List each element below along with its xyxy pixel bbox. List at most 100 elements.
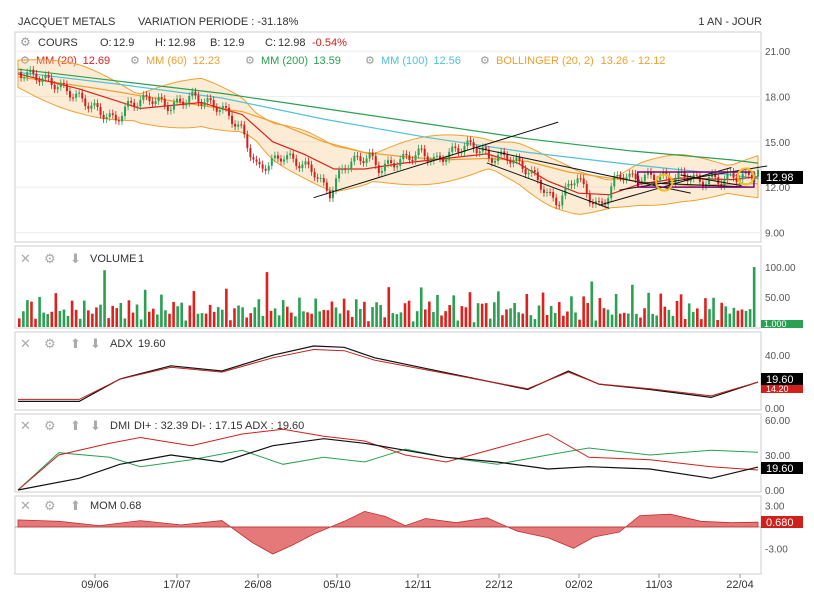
candle-body — [497, 154, 500, 161]
volume-bar — [58, 310, 62, 327]
gear-icon[interactable]: ⚙ — [44, 336, 56, 351]
candle-body — [460, 152, 463, 154]
volume-bar — [501, 315, 504, 327]
volume-bar — [354, 299, 358, 327]
volume-bar — [541, 292, 545, 327]
volume-bar — [488, 318, 492, 327]
candle-body — [555, 197, 558, 206]
mom-panel-frame — [14, 495, 762, 575]
arrow-up-icon[interactable]: ⬆ — [70, 498, 81, 513]
trendline — [476, 147, 691, 194]
volume-bar — [387, 287, 391, 327]
candle-body — [653, 174, 656, 181]
arrow-down-icon[interactable]: ⬇ — [70, 251, 81, 266]
candle-body — [512, 160, 515, 164]
arrow-up-icon[interactable]: ⬆ — [70, 418, 81, 433]
candle-body — [127, 101, 130, 107]
candle-body — [371, 152, 374, 157]
candle-body — [442, 158, 445, 162]
volume-bar — [95, 307, 98, 327]
volume-bar — [379, 304, 382, 327]
candle-body — [567, 183, 570, 187]
price-y-tick: 15.00 — [765, 138, 790, 149]
volume-bar — [432, 311, 435, 327]
ohlc-value: 12.98 — [278, 37, 306, 49]
volume-bar — [233, 308, 236, 327]
close-icon[interactable]: ✕ — [20, 251, 31, 266]
gear-icon[interactable]: ⚙ — [44, 418, 56, 433]
candle-body — [469, 140, 472, 143]
candle-body — [708, 177, 711, 185]
last-price-value: 12.98 — [766, 172, 794, 184]
close-icon[interactable]: ✕ — [20, 418, 31, 433]
volume-y-tick: 50.00 — [765, 293, 790, 304]
highlight-circle — [736, 167, 755, 186]
volume-bar — [635, 313, 638, 327]
volume-bar — [570, 296, 573, 327]
volume-bar — [229, 320, 232, 327]
candle-body — [506, 154, 509, 161]
candle-body — [561, 195, 564, 206]
candle-body — [637, 179, 640, 184]
candle-body — [191, 91, 194, 97]
candle-body — [524, 168, 527, 175]
volume-bar — [34, 318, 37, 327]
ohlc-value: 12.98 — [168, 37, 196, 49]
volume-bar — [66, 315, 70, 327]
candle-body — [179, 98, 182, 102]
gear-icon[interactable]: ⚙ — [44, 251, 56, 266]
candle-body — [188, 96, 191, 104]
candle-body — [591, 202, 594, 205]
candle-body — [490, 158, 493, 163]
candle-body — [20, 72, 23, 78]
close-icon[interactable]: ✕ — [20, 336, 31, 351]
volume-bar — [716, 319, 719, 327]
volume-bar — [367, 321, 370, 327]
dmi-y-tick: 30.00 — [765, 451, 790, 462]
candle-body — [117, 120, 120, 122]
volume-bar — [359, 309, 362, 327]
volume-bar — [704, 298, 707, 327]
gear-icon: ⚙ — [365, 55, 375, 67]
candle-body — [359, 156, 362, 162]
candle-body — [649, 171, 652, 175]
volume-bar — [513, 303, 516, 327]
volume-bar — [586, 303, 589, 327]
close-icon[interactable]: ✕ — [20, 498, 31, 513]
candle-body — [304, 161, 307, 165]
price-y-tick: 12.00 — [765, 183, 790, 194]
arrow-down-icon[interactable]: ⬇ — [90, 418, 101, 433]
volume-bar — [176, 306, 179, 327]
volume-bar — [257, 299, 261, 327]
candle-body — [185, 103, 188, 106]
candle-body — [194, 91, 197, 96]
candle-body — [387, 160, 389, 164]
candle-body — [286, 155, 289, 160]
volume-bar — [87, 310, 90, 327]
volume-panel-frame — [14, 245, 762, 329]
gear-icon[interactable]: ⚙ — [20, 35, 31, 49]
candle-body — [417, 148, 420, 156]
candle-body — [521, 160, 524, 169]
candle-body — [454, 146, 457, 149]
volume-bar — [663, 306, 667, 327]
candle-body — [139, 99, 142, 107]
candle-body — [701, 181, 704, 187]
candle-body — [588, 194, 591, 203]
volume-bar — [261, 315, 265, 327]
volume-bar — [338, 313, 342, 327]
volume-bar — [444, 311, 447, 327]
candle-body — [41, 78, 44, 83]
x-axis: 09/06 17/07 26/08 05/10 12/11 22/12 02/02 11/03… — [81, 574, 754, 591]
candle-body — [463, 146, 466, 153]
arrow-up-icon[interactable]: ⬆ — [70, 336, 81, 351]
volume-bar — [269, 310, 273, 327]
candle-body — [741, 173, 744, 180]
adx-last-tag — [761, 373, 803, 385]
arrow-down-icon[interactable]: ⬇ — [90, 336, 101, 351]
candle-body — [62, 83, 65, 85]
momentum-area — [17, 510, 759, 555]
volume-bar — [728, 313, 732, 327]
volume-bar — [683, 318, 687, 327]
gear-icon[interactable]: ⚙ — [44, 498, 56, 513]
